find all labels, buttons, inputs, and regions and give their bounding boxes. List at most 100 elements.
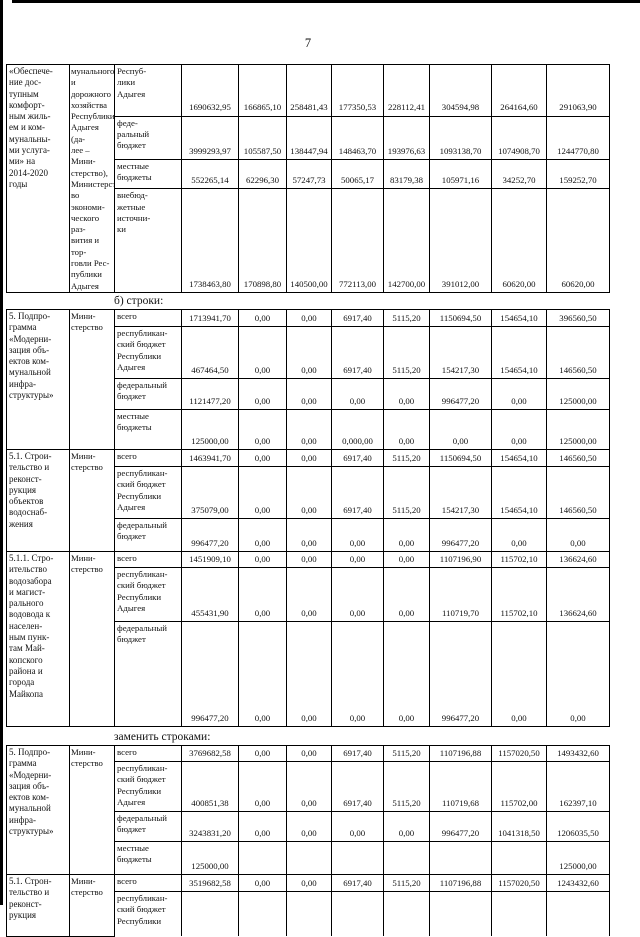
budget-table-continuation: «Обеспече- ние дос- тупным комфорт- ным … — [6, 64, 610, 293]
value-cell: 136624,60 — [546, 566, 610, 622]
table-row: феде- ральный бюджет 3999293,97 105587,5… — [7, 115, 610, 160]
executor-cell: мунального и дорожного хозяйства Республ… — [69, 64, 115, 293]
table-row: «Обеспече- ние дос- тупным комфорт- ным … — [6, 64, 610, 293]
value-cell: 0,00 — [286, 620, 332, 727]
value-cell: 115702,10 — [491, 550, 547, 568]
value-cell: 159252,70 — [546, 158, 610, 190]
table-row: 5.1. Строи- тельство и реконст- рукция о… — [6, 448, 610, 552]
value-cell: 148463,70 — [331, 115, 384, 160]
value-cell: 193976,63 — [383, 115, 430, 160]
budget-source-cell: федеральный бюджет — [114, 620, 182, 727]
budget-source-cell: федеральный бюджет — [114, 517, 182, 552]
value-cell: 1107196,88 — [429, 873, 492, 892]
table-row: республикан- ский бюджет Республики Адыг… — [7, 465, 610, 519]
value-cell: 57247,73 — [286, 158, 332, 190]
value-cell: 0,00 — [331, 566, 384, 622]
value-cell: 60620,00 — [491, 188, 547, 293]
value-cell: 125000,00 — [546, 840, 610, 875]
value-cell: 1243432,60 — [546, 873, 610, 892]
value-cell: 115702,10 — [491, 566, 547, 622]
value-cell: 5115,20 — [383, 873, 430, 892]
value-cell: 1493432,60 — [546, 744, 610, 762]
value-cell — [429, 840, 492, 875]
value-cell: 996477,20 — [429, 377, 492, 410]
budget-table-old-rows: 5. Подпро- грамма «Модерни- зация объ- е… — [6, 308, 610, 727]
value-cell: 146560,50 — [546, 325, 610, 379]
value-cell: 162397,10 — [546, 760, 610, 812]
value-cell: 1690632,95 — [181, 64, 239, 117]
program-cell: 5.1.1. Стро- ительство водозабора и маги… — [6, 550, 70, 727]
value-cell: 0,00 — [491, 517, 547, 552]
value-cell: 6917,40 — [331, 760, 384, 812]
value-cell: 146560,50 — [546, 448, 610, 467]
value-cell: 0,00 — [238, 760, 287, 812]
value-cell: 0,00 — [238, 620, 287, 727]
value-cell: 0,00 — [286, 760, 332, 812]
value-cell: 125000,00 — [546, 408, 610, 450]
value-cell: 400851,38 — [181, 760, 239, 812]
value-cell: 1107196,90 — [429, 550, 492, 568]
value-cell: 136624,60 — [546, 550, 610, 568]
value-cell: 154654,10 — [491, 448, 547, 467]
value-cell: 62296,30 — [238, 158, 287, 190]
value-cell: 391012,00 — [429, 188, 492, 293]
value-cell — [181, 890, 239, 937]
value-cell — [331, 840, 384, 875]
value-cell: 140500,00 — [286, 188, 332, 293]
table-row: 5. Подпро- грамма «Модерни- зация объ- е… — [6, 308, 610, 450]
budget-source-cell: всего — [114, 448, 182, 467]
value-cell: 1150694,50 — [429, 448, 492, 467]
page-number: 7 — [304, 36, 312, 50]
value-cell: 166865,10 — [238, 64, 287, 117]
value-cell: 0,00 — [331, 377, 384, 410]
value-cell — [331, 890, 384, 937]
value-cell: 1244770,80 — [546, 115, 610, 160]
value-cell: 228112,41 — [383, 64, 430, 117]
value-cell: 996477,20 — [181, 517, 239, 552]
value-cell: 0,00 — [331, 620, 384, 727]
value-cell: 0,00 — [238, 308, 287, 327]
program-cell: «Обеспече- ние дос- тупным комфорт- ным … — [6, 64, 70, 293]
table-row: внебюд- жетные источни- ки 1738463,80 17… — [7, 188, 610, 293]
value-cell: 1074908,70 — [491, 115, 547, 160]
value-cell: 0,00 — [238, 810, 287, 842]
value-cell: 291063,90 — [546, 64, 610, 117]
value-cell: 6917,40 — [331, 448, 384, 467]
budget-source-cell: внебюд- жетные источни- ки — [114, 188, 182, 293]
value-cell: 0,00 — [546, 517, 610, 552]
document-page: 7 «Обеспече- ние дос- тупным комфорт- ны… — [6, 36, 610, 937]
table-row: республикан- ский бюджет Республики Адыг… — [7, 566, 610, 622]
value-cell: 0,00 — [491, 377, 547, 410]
value-cell: 0,00 — [286, 325, 332, 379]
value-cell: 0,00 — [238, 517, 287, 552]
executor-cell: Мини- стерство — [69, 308, 115, 450]
value-cell — [383, 890, 430, 937]
value-cell: 6917,40 — [331, 465, 384, 519]
value-cell: 0,00 — [383, 408, 430, 450]
budget-table-new-rows: 5. Подпро- грамма «Модерни- зация объ- е… — [6, 744, 610, 937]
budget-source-cell: местные бюджеты — [114, 840, 182, 875]
value-cell: 258481,43 — [286, 64, 332, 117]
value-cell: 0,000,00 — [331, 408, 384, 450]
budget-source-cell: всего — [114, 308, 182, 327]
value-cell: 110719,68 — [429, 760, 492, 812]
value-cell: 0,00 — [383, 550, 430, 568]
value-cell: 0,00 — [429, 408, 492, 450]
value-cell: 6917,40 — [331, 325, 384, 379]
value-cell — [238, 890, 287, 937]
table-row: местные бюджеты 552265,14 62296,30 57247… — [7, 158, 610, 190]
value-cell: 1121477,20 — [181, 377, 239, 410]
value-cell: 0,00 — [238, 873, 287, 892]
value-cell: 772113,00 — [331, 188, 384, 293]
value-cell: 83179,38 — [383, 158, 430, 190]
section-heading-replace: заменить строками: — [114, 730, 211, 743]
value-cell: 0,00 — [286, 448, 332, 467]
budget-source-cell: Респуб- лики Адыгея — [114, 64, 182, 117]
table-row: федеральный бюджет 1121477,20 0,00 0,00 … — [7, 377, 610, 410]
value-cell: 125000,00 — [181, 840, 239, 875]
value-cell: 3243831,20 — [181, 810, 239, 842]
value-cell: 5115,20 — [383, 448, 430, 467]
value-cell: 0,00 — [286, 408, 332, 450]
value-cell — [286, 840, 332, 875]
value-cell: 115702,00 — [491, 760, 547, 812]
